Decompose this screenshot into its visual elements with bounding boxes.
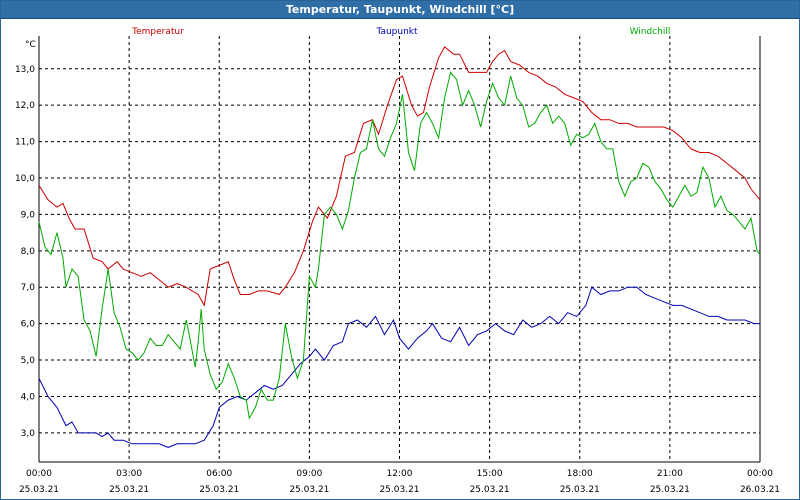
x-tick-date: 25.03.21 — [650, 485, 690, 495]
y-tick-label: 10,0 — [15, 174, 35, 184]
x-tick-time: 18:00 — [567, 469, 593, 479]
window-title: Temperatur, Taupunkt, Windchill [°C] — [1, 1, 799, 19]
x-tick-date: 25.03.21 — [470, 485, 510, 495]
x-tick-time: 00:00 — [747, 469, 773, 479]
series-lines — [38, 46, 761, 448]
y-tick-label: 3,0 — [21, 429, 36, 439]
y-tick-label: 13,0 — [15, 65, 35, 75]
y-tick-label: 7,0 — [21, 283, 36, 293]
y-tick-label: 12,0 — [15, 101, 35, 111]
grid — [39, 36, 760, 462]
y-tick-label: 11,0 — [15, 138, 35, 148]
x-tick-time: 06:00 — [206, 469, 232, 479]
x-tick-date: 25.03.21 — [19, 485, 59, 495]
x-tick-time: 00:00 — [26, 469, 52, 479]
x-tick-date: 25.03.21 — [379, 485, 419, 495]
y-tick-label: 8,0 — [21, 247, 36, 257]
x-tick-time: 15:00 — [477, 469, 503, 479]
legend-windchill: Windchill — [630, 27, 671, 37]
x-tick-date: 25.03.21 — [560, 485, 600, 495]
x-tick-time: 09:00 — [296, 469, 322, 479]
x-tick-time: 12:00 — [387, 469, 413, 479]
series-line-taupunkt — [38, 286, 760, 448]
x-tick-time: 03:00 — [116, 469, 142, 479]
series-line-windchill — [38, 71, 761, 420]
y-tick-label: 4,0 — [21, 392, 36, 402]
x-tick-date: 25.03.21 — [109, 485, 149, 495]
axes — [38, 36, 761, 463]
x-tick-date: 26.03.21 — [740, 485, 780, 495]
x-tick-time: 21:00 — [657, 469, 683, 479]
legend-temperatur: Temperatur — [131, 27, 184, 37]
x-tick-date: 25.03.21 — [199, 485, 239, 495]
x-tick-date: 25.03.21 — [289, 485, 329, 495]
y-axis-unit: °C — [25, 40, 36, 50]
y-tick-label: 6,0 — [21, 320, 36, 330]
y-tick-label: 5,0 — [21, 356, 36, 366]
legend-taupunkt: Taupunkt — [375, 27, 418, 37]
labels: 3,0 4,0 5,0 6,0 7,0 8,0 9,0 10,0 11,0 12,0 13,0 °C 0… — [15, 27, 780, 495]
series-line-temperatur — [38, 46, 761, 307]
y-tick-label: 9,0 — [21, 210, 36, 220]
